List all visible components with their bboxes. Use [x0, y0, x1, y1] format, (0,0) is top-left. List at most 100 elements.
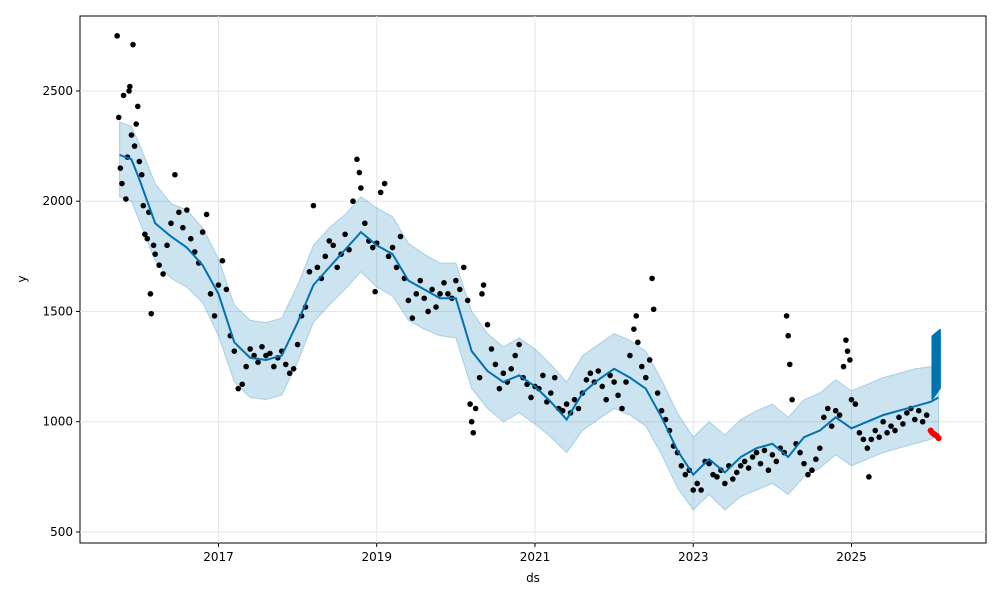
- observed-point: [255, 359, 261, 365]
- observed-point: [911, 416, 918, 423]
- y-tick-label: 1500: [42, 304, 73, 318]
- observed-point: [123, 196, 129, 202]
- observed-point: [900, 421, 906, 427]
- observed-point: [199, 229, 206, 235]
- observed-point: [180, 224, 186, 231]
- observed-point: [797, 449, 803, 456]
- observed-point: [749, 454, 756, 460]
- observed-point: [142, 231, 148, 238]
- observed-point: [785, 332, 791, 339]
- observed-point: [381, 180, 388, 187]
- observed-point: [492, 361, 499, 368]
- observed-point: [377, 189, 384, 196]
- observed-point: [358, 185, 364, 191]
- observed-point: [627, 352, 633, 359]
- observed-point: [445, 291, 451, 297]
- observed-point: [805, 471, 811, 478]
- observed-point: [631, 326, 637, 332]
- observed-point: [294, 341, 301, 348]
- observed-point: [138, 171, 145, 178]
- observed-point: [852, 401, 859, 407]
- observed-point: [164, 242, 170, 249]
- observed-point: [231, 348, 238, 354]
- observed-point: [306, 268, 313, 275]
- observed-point: [433, 304, 439, 310]
- observed-point: [757, 460, 764, 467]
- observed-point: [417, 277, 424, 284]
- observed-point: [919, 418, 926, 425]
- observed-point: [528, 394, 534, 401]
- observed-point: [783, 313, 790, 319]
- observed-point: [472, 405, 479, 412]
- observed-point: [654, 390, 661, 396]
- observed-point: [484, 321, 491, 328]
- observed-point: [884, 429, 890, 436]
- observed-point: [595, 368, 602, 374]
- observed-point: [923, 412, 930, 418]
- observed-point: [385, 253, 392, 260]
- observed-point: [334, 264, 340, 271]
- observed-point: [496, 385, 503, 392]
- x-tick-label: 2025: [836, 550, 867, 564]
- observed-point: [203, 211, 210, 218]
- observed-point: [737, 463, 744, 469]
- observed-point: [843, 337, 849, 343]
- observed-point: [140, 202, 147, 209]
- observed-point: [133, 121, 139, 127]
- observed-point: [480, 282, 487, 288]
- observed-point: [239, 381, 246, 388]
- observed-point: [548, 390, 554, 396]
- observed-point: [453, 277, 459, 284]
- observed-point: [470, 429, 477, 436]
- observed-point: [160, 271, 166, 277]
- observed-point: [126, 88, 132, 94]
- observed-point: [563, 401, 570, 407]
- observed-point: [860, 436, 867, 443]
- observed-point: [745, 465, 752, 471]
- observed-point: [607, 372, 613, 379]
- observed-point: [650, 306, 657, 313]
- observed-point: [152, 251, 158, 257]
- x-tick-label: 2021: [520, 550, 551, 564]
- y-tick-label: 2000: [42, 194, 73, 208]
- observed-point: [789, 396, 795, 403]
- observed-point: [820, 414, 827, 421]
- observed-point: [880, 418, 886, 425]
- observed-point: [587, 370, 594, 377]
- red-point: [935, 435, 942, 442]
- observed-point: [176, 209, 182, 216]
- observed-point: [393, 264, 400, 271]
- observed-point: [690, 487, 697, 493]
- observed-point: [872, 427, 879, 434]
- observed-point: [115, 114, 122, 121]
- observed-point: [479, 291, 485, 297]
- observed-point: [864, 445, 871, 451]
- observed-point: [409, 315, 416, 321]
- observed-point: [369, 244, 376, 251]
- observed-point: [259, 343, 265, 350]
- observed-point: [848, 396, 855, 403]
- observed-point: [599, 383, 606, 390]
- forecast-line: [119, 153, 940, 477]
- y-tick-label: 500: [50, 525, 73, 539]
- observed-point: [457, 286, 463, 293]
- observed-point: [642, 374, 649, 381]
- observed-point: [282, 361, 289, 368]
- observed-point: [832, 407, 839, 414]
- observed-point: [127, 83, 133, 90]
- observed-point: [583, 377, 590, 383]
- x-tick-label: 2017: [203, 550, 234, 564]
- y-tick-label: 1000: [42, 415, 73, 429]
- observed-point: [488, 346, 495, 352]
- observed-point: [813, 456, 819, 463]
- observed-point: [117, 165, 124, 171]
- observed-point: [761, 447, 768, 454]
- x-tick-label: 2023: [678, 550, 709, 564]
- observed-point: [215, 282, 222, 288]
- observed-point: [786, 361, 793, 368]
- observed-point: [611, 379, 617, 385]
- observed-point: [847, 357, 853, 363]
- observed-point: [516, 341, 522, 348]
- observed-point: [915, 407, 922, 414]
